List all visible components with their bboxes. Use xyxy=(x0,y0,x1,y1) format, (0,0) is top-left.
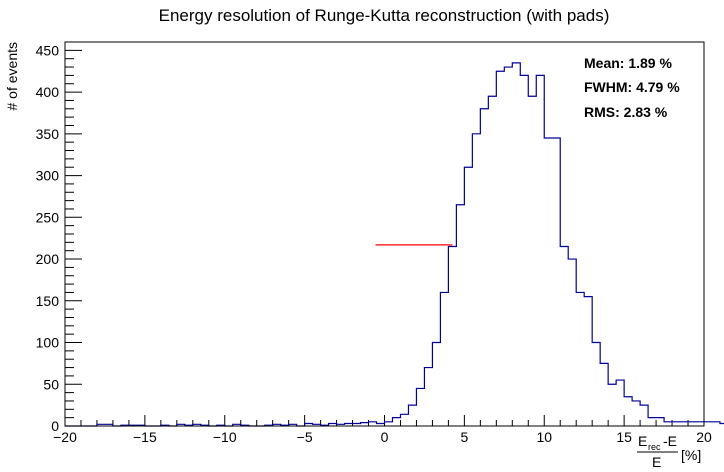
chart-title: Energy resolution of Runge-Kutta reconst… xyxy=(159,6,610,25)
stats-box: Mean: 1.89 % FWHM: 4.79 % RMS: 2.83 % xyxy=(584,55,680,120)
x-tick-label: −20 xyxy=(53,429,77,445)
x-tick-label: 0 xyxy=(381,429,389,445)
y-tick-label: 50 xyxy=(43,376,59,392)
y-tick-label: 250 xyxy=(36,209,60,225)
histogram-bin xyxy=(504,67,512,426)
histogram-bin xyxy=(400,414,408,426)
histogram-bin xyxy=(369,422,377,426)
y-tick-label: 300 xyxy=(36,168,60,184)
y-tick-label: 100 xyxy=(36,335,60,351)
y-tick-label: 0 xyxy=(51,418,59,434)
histogram-bin xyxy=(472,134,480,426)
histogram-bin xyxy=(584,297,592,426)
x-label-numerator-rest: -E xyxy=(663,433,677,449)
stat-rms: RMS: 2.83 % xyxy=(584,104,668,120)
x-axis-label: E rec -E E [%] xyxy=(637,433,701,470)
histogram-bin xyxy=(464,167,472,426)
x-tick-label: 10 xyxy=(536,429,552,445)
histogram-bin xyxy=(488,96,496,426)
histogram-bin xyxy=(512,63,520,426)
histogram-bin xyxy=(408,405,416,426)
histogram-bin xyxy=(480,109,488,426)
histogram-bin xyxy=(560,247,568,426)
x-tick-label: −5 xyxy=(297,429,313,445)
histogram-bin xyxy=(424,368,432,426)
histogram-bin xyxy=(608,384,616,426)
plot-frame xyxy=(64,41,705,427)
y-tick-label: 150 xyxy=(36,293,60,309)
x-label-numerator-e: E xyxy=(638,433,647,449)
stat-fwhm: FWHM: 4.79 % xyxy=(584,79,680,95)
stat-mean: Mean: 1.89 % xyxy=(584,55,672,71)
histogram-bin xyxy=(616,380,624,426)
histogram-bin xyxy=(528,96,536,426)
histogram-bin xyxy=(656,418,664,426)
histogram-bin xyxy=(568,259,576,426)
y-tick-label: 200 xyxy=(36,251,60,267)
histogram-bin xyxy=(632,401,640,426)
histogram-bin xyxy=(680,422,688,426)
axis-ticks: 0 50 100 150 200 250 300 350 400 450 −20 −15 −10 −5 0 5… xyxy=(36,42,712,445)
histogram-bin xyxy=(600,363,608,426)
histogram-bin xyxy=(696,422,704,426)
histogram-series xyxy=(65,62,724,427)
histogram-bin xyxy=(664,422,672,426)
x-tick-label: −10 xyxy=(213,429,237,445)
histogram-bin xyxy=(640,405,648,426)
x-tick-label: 20 xyxy=(696,429,712,445)
histogram-bin xyxy=(520,75,528,426)
histogram-outline xyxy=(65,62,724,427)
histogram-bin xyxy=(688,422,696,426)
y-tick-label: 350 xyxy=(36,126,60,142)
y-tick-label: 450 xyxy=(36,42,60,58)
histogram-bin xyxy=(416,388,424,426)
x-tick-label: 5 xyxy=(460,429,468,445)
histogram-bin xyxy=(432,343,440,426)
histogram-bin xyxy=(392,418,400,426)
histogram-bin xyxy=(672,422,680,426)
histogram-bin xyxy=(385,422,393,426)
histogram-bin xyxy=(456,205,464,426)
histogram-bin xyxy=(440,292,448,426)
x-tick-label: 15 xyxy=(616,429,632,445)
histogram-bin xyxy=(536,75,544,426)
x-label-subscript: rec xyxy=(648,442,661,452)
histogram-bin xyxy=(648,418,656,426)
histogram-bin xyxy=(576,292,584,426)
x-label-unit: [%] xyxy=(681,447,701,463)
histogram-bin xyxy=(496,71,504,426)
histogram-bin xyxy=(552,138,560,426)
x-label-denominator: E xyxy=(652,454,661,470)
histogram-bin xyxy=(624,397,632,426)
histogram-bin xyxy=(544,138,552,426)
y-tick-label: 400 xyxy=(36,84,60,100)
histogram-bin xyxy=(448,247,456,426)
x-tick-label: −15 xyxy=(133,429,157,445)
histogram-bin xyxy=(712,422,720,426)
y-axis-label: # of events xyxy=(4,42,20,111)
histogram-bin xyxy=(704,422,712,426)
histogram-bin xyxy=(592,343,600,426)
